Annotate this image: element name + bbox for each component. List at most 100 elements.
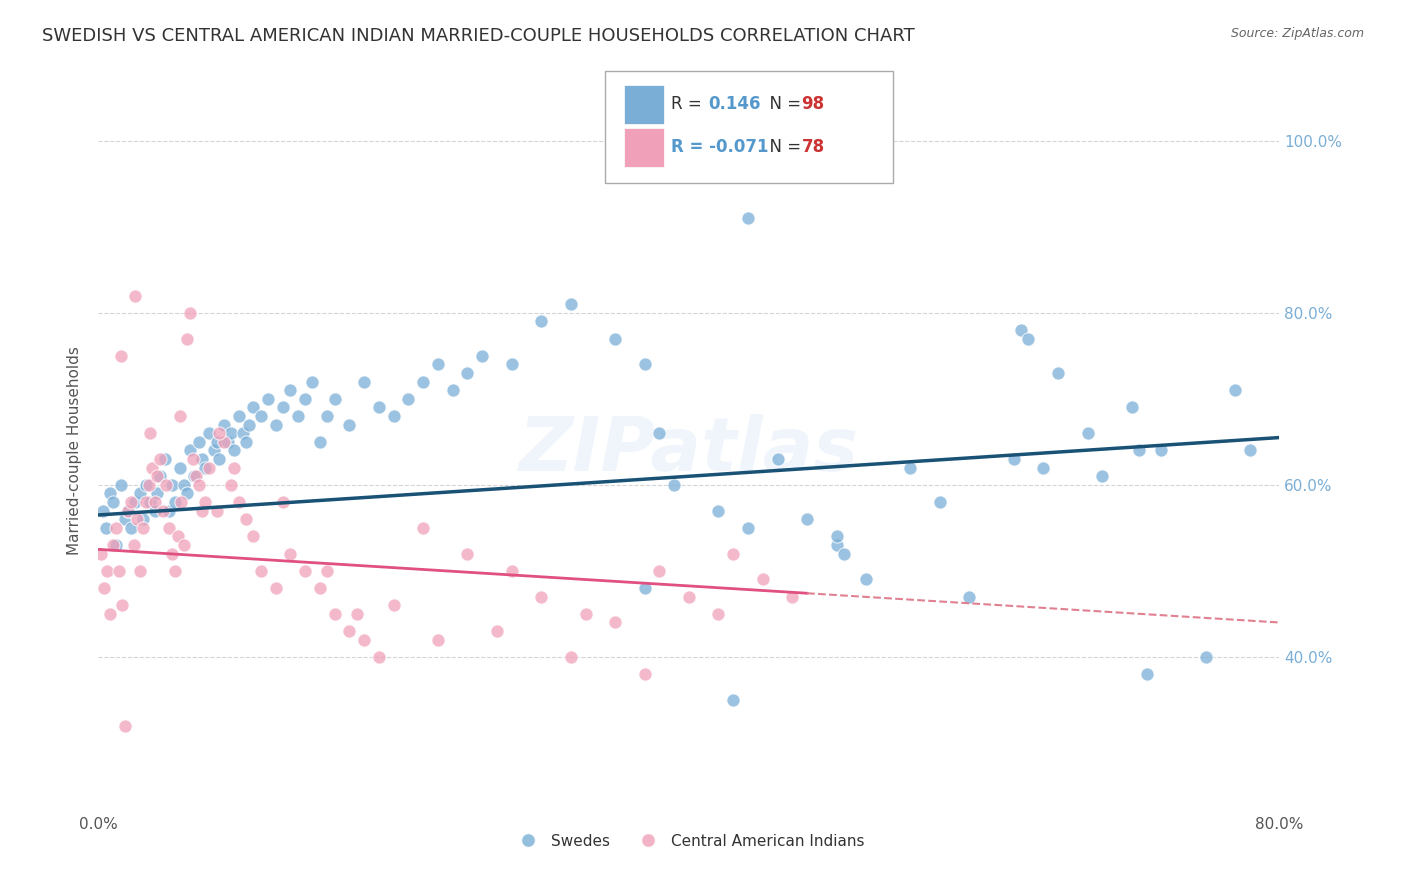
Point — [149, 452, 172, 467]
Point — [173, 538, 195, 552]
Point — [105, 521, 128, 535]
Point — [114, 719, 136, 733]
Point — [110, 349, 132, 363]
Point — [457, 547, 479, 561]
Point — [162, 478, 183, 492]
Point — [146, 469, 169, 483]
Point — [1225, 383, 1247, 397]
Point — [179, 306, 201, 320]
Point — [1047, 366, 1070, 380]
Text: N =: N = — [759, 138, 807, 156]
Point — [208, 452, 231, 467]
Point — [191, 452, 214, 467]
Point — [427, 358, 450, 372]
Point — [135, 478, 157, 492]
Point — [707, 607, 730, 621]
Point — [353, 632, 375, 647]
Point — [250, 409, 273, 423]
Point — [471, 349, 494, 363]
Point — [346, 607, 368, 621]
Point — [167, 529, 190, 543]
Point — [441, 383, 464, 397]
Point — [427, 632, 450, 647]
Point — [187, 434, 209, 449]
Point — [501, 358, 523, 372]
Point — [309, 434, 332, 449]
Point — [287, 409, 309, 423]
Text: R =: R = — [671, 95, 707, 113]
Point — [235, 434, 257, 449]
Point — [125, 512, 148, 526]
Point — [149, 469, 172, 483]
Point — [280, 547, 302, 561]
Point — [212, 417, 235, 432]
Text: ZIPatlas: ZIPatlas — [519, 414, 859, 487]
Point — [929, 495, 952, 509]
Point — [139, 495, 162, 509]
Point — [605, 615, 627, 630]
Point — [825, 538, 848, 552]
Point — [560, 649, 582, 664]
Point — [242, 529, 264, 543]
Point — [143, 503, 166, 517]
Point — [501, 564, 523, 578]
Point — [707, 503, 730, 517]
Point — [198, 426, 221, 441]
Point — [368, 401, 391, 415]
Point — [152, 503, 174, 517]
Point — [221, 426, 243, 441]
Point — [323, 392, 346, 406]
Point — [139, 426, 162, 441]
Point — [157, 503, 180, 517]
Point — [108, 564, 131, 578]
Point — [184, 469, 207, 483]
Point — [294, 392, 316, 406]
Point — [1018, 332, 1040, 346]
Point — [723, 547, 745, 561]
Point — [98, 607, 121, 621]
Point — [94, 521, 117, 535]
Point — [900, 460, 922, 475]
Point — [737, 521, 759, 535]
Point — [235, 512, 257, 526]
Text: R = -0.071: R = -0.071 — [671, 138, 768, 156]
Point — [280, 383, 302, 397]
Point — [169, 460, 191, 475]
Point — [181, 452, 204, 467]
Point — [271, 495, 294, 509]
Point — [228, 495, 250, 509]
Point — [530, 314, 553, 328]
Point — [486, 624, 509, 638]
Text: 0.146: 0.146 — [709, 95, 761, 113]
Point — [212, 434, 235, 449]
Point — [93, 581, 115, 595]
Point — [122, 538, 145, 552]
Point — [250, 564, 273, 578]
Point — [1032, 460, 1054, 475]
Point — [194, 495, 217, 509]
Point — [179, 443, 201, 458]
Point — [132, 512, 155, 526]
Point — [128, 486, 150, 500]
Point — [723, 693, 745, 707]
Point — [648, 564, 671, 578]
Point — [257, 392, 280, 406]
Point — [217, 434, 239, 449]
Point — [224, 443, 246, 458]
Point — [1128, 443, 1150, 458]
Point — [224, 460, 246, 475]
Point — [323, 607, 346, 621]
Point — [165, 495, 187, 509]
Point — [398, 392, 420, 406]
Point — [382, 409, 405, 423]
Point — [605, 332, 627, 346]
Point — [91, 503, 114, 517]
Point — [157, 521, 180, 535]
Point — [339, 417, 361, 432]
Point — [170, 495, 193, 509]
Point — [560, 297, 582, 311]
Text: 78: 78 — [801, 138, 824, 156]
Point — [124, 288, 146, 302]
Point — [1091, 469, 1114, 483]
Text: 98: 98 — [801, 95, 824, 113]
